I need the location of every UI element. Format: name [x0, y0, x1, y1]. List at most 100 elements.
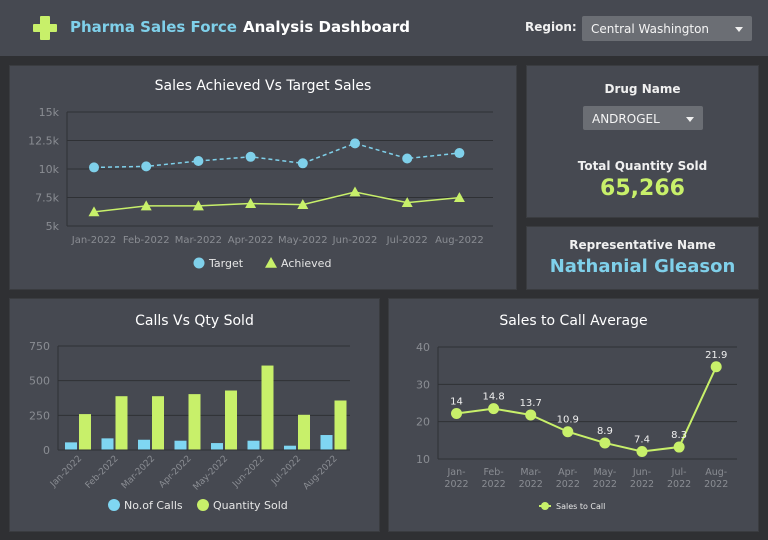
quantity-bar	[115, 396, 128, 450]
calls-vs-qty-chart: 0 250 500 750 Jan-2022 Feb-2022 Mar-2022 Apr-20…	[29, 340, 350, 512]
x-tick-label: Jan-2022	[48, 454, 84, 490]
x-tick-label-line: Jan-	[446, 467, 465, 478]
representative-name: Nathanial Gleason	[549, 256, 736, 277]
calls-bar	[174, 440, 187, 450]
quantity-bar	[152, 396, 164, 450]
data-label: 14.8	[482, 392, 504, 403]
region-dropdown[interactable]: Central Washington	[582, 16, 752, 41]
y-tick-label: 5k	[46, 220, 60, 233]
x-tick-label-line: May-	[593, 467, 616, 478]
x-tick-label-line: 2022	[482, 479, 506, 490]
x-tick-label-line: 2022	[444, 479, 468, 490]
y-tick-label: 15k	[39, 106, 60, 119]
sales-to-call-point	[673, 441, 685, 453]
x-tick-label-line: Feb-	[483, 467, 503, 478]
series-line-sales-to-call	[456, 366, 718, 453]
y-tick-label: 500	[29, 375, 50, 388]
legend-quantity-marker	[197, 499, 209, 511]
chart-title: Calls Vs Qty Sold	[135, 313, 254, 329]
legend-target-label: Target	[208, 257, 244, 270]
target-point	[245, 151, 256, 162]
y-tick-label: 40	[416, 341, 430, 354]
x-tick-label-line: 2022	[556, 479, 580, 490]
sales-to-call-point	[488, 403, 500, 415]
representative-label: Representative Name	[569, 238, 716, 252]
title-brand: Pharma Sales Force	[70, 18, 237, 36]
achieved-point	[453, 192, 465, 203]
series-line-achieved	[93, 191, 460, 213]
x-tick-label: Mar-2022	[120, 454, 157, 491]
x-tick-label: Jun-2022	[630, 467, 654, 490]
calls-bar	[211, 443, 223, 450]
x-tick-label-line: Aug-	[705, 467, 727, 478]
target-point	[141, 161, 152, 172]
calls-bar	[138, 439, 150, 450]
series-line-target	[93, 142, 460, 169]
sales-to-call-panel: Sales to Call Average 10 20 30 40 Jan-2022 Fe…	[388, 298, 759, 532]
legend-sales-to-call-label: Sales to Call	[556, 502, 605, 511]
drug-value: ANDROGEL	[592, 112, 660, 126]
legend-calls-label: No.of Calls	[124, 499, 183, 512]
target-point	[193, 156, 204, 167]
achieved-point	[192, 200, 204, 211]
calls-bar	[320, 435, 333, 450]
x-tick-label: Jul-2022	[386, 235, 428, 246]
data-label: 8.3	[671, 430, 687, 441]
y-tick-label: 7.5k	[35, 192, 59, 205]
y-tick-label: 10	[416, 453, 430, 466]
y-tick-label: 12.5k	[28, 135, 59, 148]
calls-bar	[247, 440, 260, 450]
quantity-bar	[298, 414, 310, 450]
sales-to-call-point	[451, 407, 462, 419]
data-label: 10.9	[557, 415, 579, 426]
quantity-bar	[225, 390, 237, 450]
sales-vs-target-panel: Sales Achieved Vs Target Sales 5k 7.5k 10k…	[9, 65, 517, 290]
representative-panel: Representative Name Nathanial Gleason	[526, 226, 759, 290]
drug-dropdown[interactable]: ANDROGEL	[583, 106, 703, 130]
y-tick-label: 0	[43, 444, 50, 457]
target-point	[402, 153, 413, 164]
target-point	[297, 158, 308, 169]
x-tick-label-line: 2022	[593, 479, 617, 490]
achieved-point	[297, 199, 309, 209]
y-tick-label: 20	[416, 416, 430, 429]
drug-name-label: Drug Name	[604, 82, 681, 96]
quantity-bar	[79, 414, 91, 450]
target-point	[89, 162, 99, 173]
x-tick-label: Aug-2022	[704, 467, 728, 490]
data-label: 14	[450, 396, 463, 407]
sales-to-call-point	[710, 361, 722, 373]
x-tick-label: Feb-2022	[482, 467, 506, 490]
chevron-down-icon	[686, 117, 694, 122]
drug-panel: Drug Name ANDROGEL Total Quantity Sold 6…	[526, 65, 759, 218]
x-tick-label: Aug-2022	[435, 235, 484, 246]
page-title: Pharma Sales Force Analysis Dashboard	[70, 18, 410, 36]
x-tick-label: Jul-2022	[269, 454, 303, 488]
legend-achieved-marker	[265, 257, 277, 268]
x-tick-label: Jun-2022	[332, 235, 378, 246]
x-tick-label: Mar-2022	[519, 467, 543, 490]
legend-calls-marker	[108, 499, 120, 511]
header-bar: Pharma Sales Force Analysis Dashboard Reg…	[0, 0, 768, 56]
calls-bar	[65, 442, 77, 450]
y-tick-label: 250	[29, 409, 50, 422]
calls-bar	[101, 438, 114, 450]
legend-achieved-label: Achieved	[281, 257, 331, 270]
legend-sales-to-call-marker	[541, 502, 549, 510]
x-tick-label: Jul-2022	[667, 467, 691, 490]
region-value: Central Washington	[591, 22, 710, 36]
sales-to-call-point	[636, 446, 648, 458]
chart-title: Sales Achieved Vs Target Sales	[154, 78, 372, 94]
x-tick-label: Apr-2022	[157, 454, 193, 490]
calls-vs-qty-panel: Calls Vs Qty Sold 0 250 500 750 Jan-2022 Feb-…	[9, 298, 380, 532]
title-rest: Analysis Dashboard	[242, 18, 410, 36]
medical-cross-icon	[33, 16, 57, 40]
y-tick-label: 10k	[39, 163, 60, 176]
x-tick-label-line: 2022	[519, 479, 543, 490]
data-label: 21.9	[705, 350, 727, 361]
target-point	[350, 138, 360, 149]
x-tick-label: Jun-2022	[230, 454, 266, 490]
target-point	[454, 148, 465, 159]
legend-target-marker	[193, 257, 205, 269]
chevron-down-icon	[735, 27, 743, 32]
